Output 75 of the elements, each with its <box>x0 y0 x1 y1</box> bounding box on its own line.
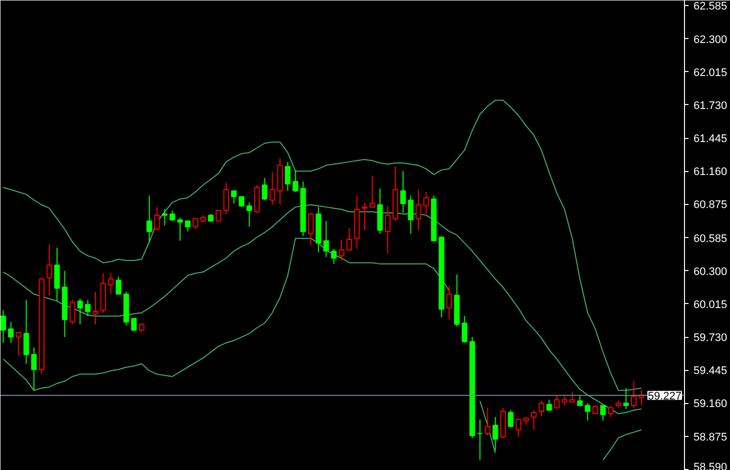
candlestick <box>116 276 122 295</box>
candlestick <box>308 212 314 246</box>
y-tick-label: 62.585 <box>694 0 728 13</box>
y-tick-label: 60.875 <box>694 199 728 212</box>
candlestick <box>231 190 237 204</box>
candlestick <box>608 405 614 418</box>
candlestick <box>584 402 590 422</box>
candlestick <box>154 206 160 231</box>
candlestick <box>131 318 137 332</box>
candlestick <box>446 285 452 320</box>
candlestick <box>423 191 429 215</box>
candlestick <box>554 394 560 408</box>
candlestick <box>170 210 176 222</box>
y-tick-label: 62.300 <box>694 34 728 46</box>
y-tick-label: 60.585 <box>694 232 728 245</box>
candlestick <box>223 182 229 215</box>
y-tick-label: 59.445 <box>694 365 728 378</box>
y-tick-label: 59.160 <box>694 398 728 410</box>
candlestick <box>8 321 14 344</box>
candlestick <box>238 196 244 208</box>
candlestick <box>16 332 22 356</box>
candlestick <box>184 220 191 232</box>
candlestick <box>84 299 91 317</box>
candlestick <box>362 202 368 231</box>
candlestick <box>530 410 537 430</box>
y-tick-label: 59.730 <box>694 332 728 344</box>
candlestick <box>23 299 30 364</box>
candlestick <box>546 399 552 412</box>
candlestick <box>338 239 344 261</box>
y-tick-label: 60.300 <box>694 266 728 278</box>
candlestick <box>400 170 406 214</box>
candlestick <box>331 248 337 264</box>
candlestick <box>92 291 98 325</box>
candlestick <box>323 220 329 258</box>
candlestick <box>346 227 352 251</box>
candlestick <box>516 418 522 438</box>
candlestick <box>577 394 583 406</box>
candlestick <box>108 272 114 295</box>
candlestick <box>369 175 376 208</box>
candlestick <box>462 316 468 344</box>
candlestick <box>416 189 422 231</box>
candlestick <box>270 172 276 206</box>
ref-line-label: 59.227 <box>648 390 682 402</box>
candlestick <box>508 410 514 428</box>
candlestick <box>408 194 414 234</box>
candlestick <box>70 299 76 325</box>
candlestick <box>284 161 291 192</box>
candlestick <box>600 405 606 422</box>
candlestick <box>177 217 183 242</box>
y-tick-label: 61.160 <box>694 166 728 178</box>
candlestick <box>569 391 576 403</box>
y-tick-label: 61.445 <box>694 133 728 146</box>
candlestick <box>384 205 390 254</box>
y-tick-label: 61.730 <box>694 100 728 112</box>
candlestick <box>77 298 83 325</box>
candlestick <box>262 178 268 201</box>
candlestick <box>216 210 222 222</box>
y-tick-label: 60.015 <box>694 298 728 311</box>
candlestick <box>46 244 52 296</box>
candlestick <box>562 396 568 406</box>
candlestick <box>146 194 152 242</box>
y-tick-label: 62.015 <box>694 66 728 79</box>
candlestick <box>538 400 544 416</box>
candlestick <box>292 169 298 192</box>
y-tick-label: 58.875 <box>694 431 728 444</box>
candlestick <box>54 247 60 302</box>
candlestick <box>246 202 252 228</box>
candlestick <box>192 218 198 230</box>
line-series <box>2 100 642 391</box>
candlestick <box>623 388 629 410</box>
candlestick <box>0 310 6 344</box>
candlestick <box>162 208 168 226</box>
candlestick <box>31 346 37 391</box>
candlestick <box>630 380 637 408</box>
candlestick <box>138 322 144 333</box>
